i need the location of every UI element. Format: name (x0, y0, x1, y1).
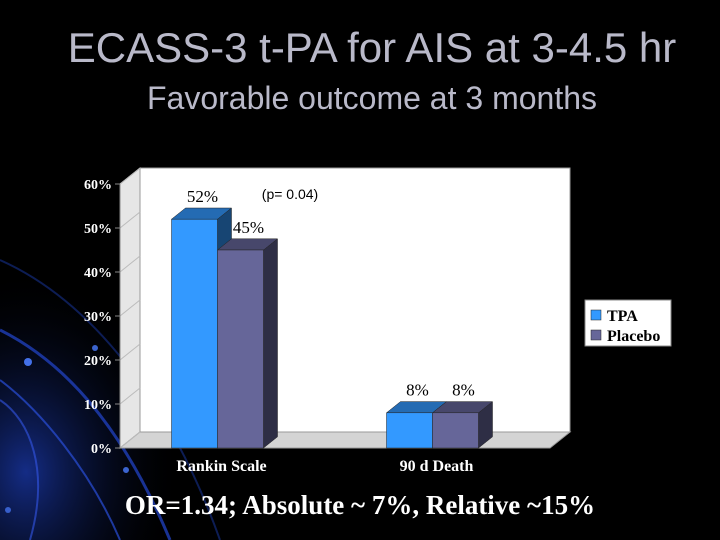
y-tick-label: 0% (91, 442, 112, 457)
y-tick-label: 20% (84, 354, 112, 369)
y-gridline-diagonal (119, 211, 141, 229)
legend-label-placebo: Placebo (607, 328, 660, 345)
slide-title: ECASS-3 t-PA for AIS at 3-4.5 hr (67, 24, 677, 71)
y-gridline-diagonal (119, 343, 141, 361)
footer-summary: OR=1.34; Absolute ~ 7%, Relative ~15% (124, 490, 596, 520)
p-value-annotation: (p= 0.04) (262, 186, 318, 202)
y-tick-label: 30% (84, 310, 112, 325)
bar-tpa (386, 412, 433, 449)
y-gridline-diagonal (119, 167, 141, 185)
y-tick-label: 10% (84, 398, 112, 413)
legend-swatch-placebo (590, 329, 602, 341)
y-tick-label: 60% (84, 178, 112, 193)
y-tick-label: 50% (84, 222, 112, 237)
y-gridline-diagonal (119, 431, 141, 449)
y-tick-label: 40% (84, 266, 112, 281)
chart-canvas: 0% 10% 20% 30% 40% 50% 60% 52% 45% Rankin Scale 8%… (84, 166, 672, 475)
bar-chart: 0% 10% 20% 30% 40% 50% 60% 52% 45% Rankin Scale 8%… (60, 160, 700, 480)
y-gridline-diagonal (119, 255, 141, 273)
bar-placebo (217, 249, 264, 449)
data-label: 8% (406, 381, 429, 400)
legend-swatch-tpa (590, 309, 602, 321)
x-category-label: 90 d Death (400, 458, 474, 475)
x-category-label: Rankin Scale (176, 458, 266, 475)
slide-subtitle: Favorable outcome at 3 months (146, 80, 597, 116)
data-label: 52% (187, 187, 218, 206)
bar-tpa (171, 218, 218, 449)
data-label: 8% (452, 381, 475, 400)
y-gridline-diagonal (119, 299, 141, 317)
y-gridline-diagonal (119, 387, 141, 405)
bar-side-placebo (263, 238, 278, 449)
data-label: 45% (233, 218, 264, 237)
legend-box (584, 299, 672, 347)
bar-placebo (432, 412, 479, 449)
legend-label-tpa: TPA (607, 308, 638, 325)
